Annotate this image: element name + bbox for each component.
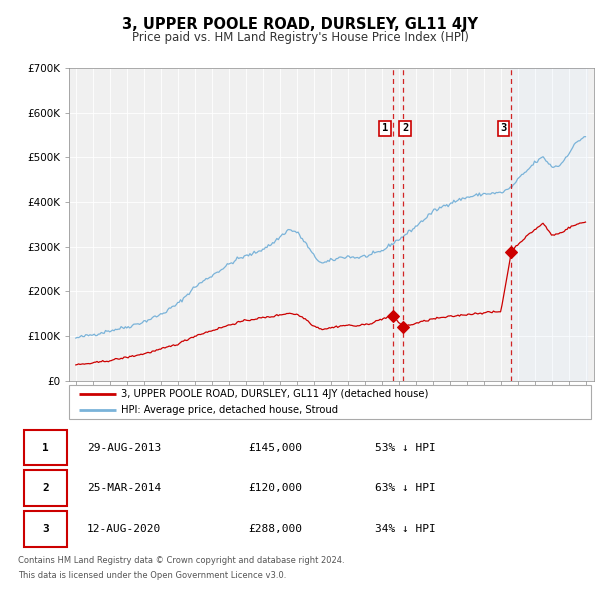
Text: 1: 1 xyxy=(42,442,49,453)
Text: 3: 3 xyxy=(500,123,506,133)
Bar xyxy=(511,68,587,381)
Text: £120,000: £120,000 xyxy=(248,483,302,493)
Text: 2: 2 xyxy=(402,123,408,133)
Text: 25-MAR-2014: 25-MAR-2014 xyxy=(87,483,161,493)
Text: 3, UPPER POOLE ROAD, DURSLEY, GL11 4JY: 3, UPPER POOLE ROAD, DURSLEY, GL11 4JY xyxy=(122,17,478,31)
Text: 2: 2 xyxy=(42,483,49,493)
Text: 12-AUG-2020: 12-AUG-2020 xyxy=(87,524,161,534)
Point xyxy=(506,247,516,257)
Text: £288,000: £288,000 xyxy=(248,524,302,534)
FancyBboxPatch shape xyxy=(24,511,67,546)
Text: 3: 3 xyxy=(42,524,49,534)
Text: 63% ↓ HPI: 63% ↓ HPI xyxy=(375,483,436,493)
Text: Price paid vs. HM Land Registry's House Price Index (HPI): Price paid vs. HM Land Registry's House … xyxy=(131,31,469,44)
Text: 1: 1 xyxy=(382,123,388,133)
Text: This data is licensed under the Open Government Licence v3.0.: This data is licensed under the Open Gov… xyxy=(18,571,286,580)
Point xyxy=(388,311,398,320)
Point xyxy=(398,322,407,332)
Text: 53% ↓ HPI: 53% ↓ HPI xyxy=(375,442,436,453)
Text: £145,000: £145,000 xyxy=(248,442,302,453)
FancyBboxPatch shape xyxy=(24,470,67,506)
Text: 34% ↓ HPI: 34% ↓ HPI xyxy=(375,524,436,534)
Text: 29-AUG-2013: 29-AUG-2013 xyxy=(87,442,161,453)
FancyBboxPatch shape xyxy=(24,430,67,466)
FancyBboxPatch shape xyxy=(69,385,591,419)
Text: 3, UPPER POOLE ROAD, DURSLEY, GL11 4JY (detached house): 3, UPPER POOLE ROAD, DURSLEY, GL11 4JY (… xyxy=(121,389,428,399)
Text: HPI: Average price, detached house, Stroud: HPI: Average price, detached house, Stro… xyxy=(121,405,338,415)
Text: Contains HM Land Registry data © Crown copyright and database right 2024.: Contains HM Land Registry data © Crown c… xyxy=(18,556,344,565)
